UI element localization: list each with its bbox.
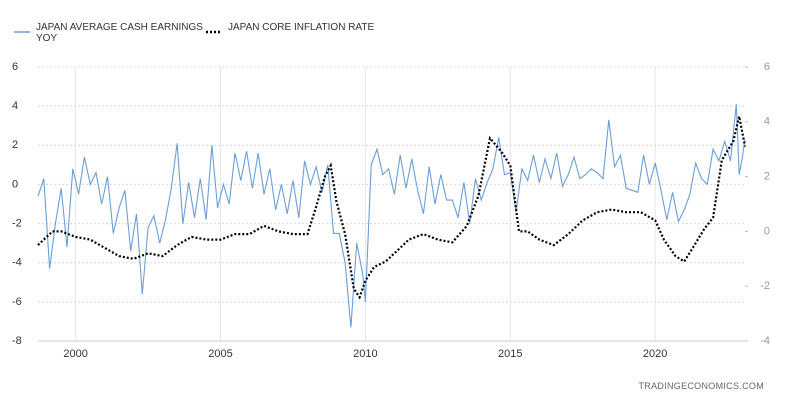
x-tick-label: 2005 (208, 348, 232, 360)
y2-tick-label: 4 (764, 116, 770, 128)
y-tick-label: -6 (12, 296, 22, 308)
y-tick-label: -2 (12, 217, 22, 229)
x-tick-label: 2015 (498, 348, 522, 360)
y-tick-label: -4 (12, 257, 22, 269)
y2-tick-label: 2 (764, 171, 770, 183)
y-tick-label: 4 (12, 100, 18, 112)
x-tick-label: 2010 (353, 348, 377, 360)
series-line (37, 116, 747, 300)
y2-tick-label: 6 (764, 61, 770, 73)
legend-label: JAPAN CORE INFLATION RATE (228, 22, 375, 33)
y2-tick-label: 0 (764, 225, 770, 237)
legend-label: JAPAN AVERAGE CASH EARNINGS YOY (36, 22, 203, 44)
series-line (37, 104, 746, 328)
y2-tick-label: -4 (760, 335, 770, 347)
legend-swatch (206, 30, 222, 34)
y-tick-label: 6 (12, 61, 18, 73)
legend-swatch (14, 31, 30, 33)
y-tick-label: 0 (12, 178, 18, 190)
y-tick-label: 2 (12, 139, 18, 151)
x-tick-label: 2020 (643, 348, 667, 360)
y-tick-label: -8 (12, 335, 22, 347)
y2-tick-label: -2 (760, 280, 770, 292)
x-tick-label: 2000 (63, 348, 87, 360)
source: TRADINGECONOMICS.COM (638, 381, 764, 391)
